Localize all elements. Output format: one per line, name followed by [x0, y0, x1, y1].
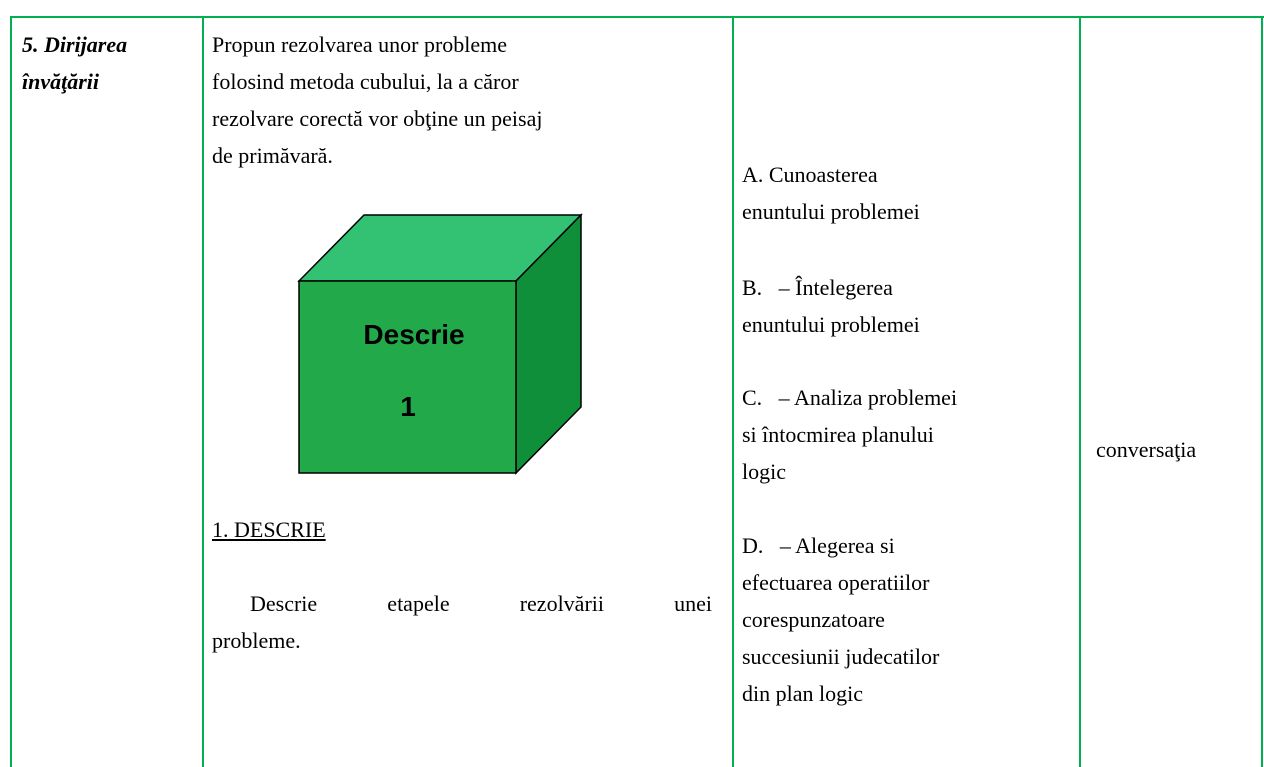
paragraph-line: Propun rezolvarea unor probleme [212, 32, 508, 57]
table-border [10, 16, 1264, 18]
step-line: C. – Analiza problemei [742, 385, 958, 410]
section-heading: 1. DESCRIE [212, 517, 326, 542]
table-border [202, 16, 204, 767]
step-line: din plan logic [742, 681, 863, 706]
step-line: si întocmirea planului [742, 422, 934, 447]
step-line: D. – Alegerea si [742, 533, 895, 558]
table-border [1079, 16, 1081, 767]
table-border [1261, 16, 1263, 767]
paragraph-line: folosind metoda cubului, la a căror [212, 69, 519, 94]
table-border [732, 16, 734, 767]
paragraph-line: rezolvare corectă vor obţine un peisaj [212, 106, 543, 131]
step-line: enuntului problemei [742, 199, 920, 224]
step-line: logic [742, 459, 786, 484]
step-line: A. Cunoasterea [742, 162, 878, 187]
stage-title: 5. Dirijarea [22, 32, 128, 57]
paragraph-line: Descrie etapele rezolvării unei [250, 591, 712, 616]
stage-title: învăţării [22, 69, 100, 94]
step-line: enuntului problemei [742, 312, 920, 337]
cube-label: Descrie [363, 319, 464, 350]
method: conversaţia [1096, 437, 1197, 462]
step-line: B. – Întelegerea [742, 275, 893, 300]
cube-label: 1 [400, 391, 416, 422]
step-line: corespunzatoare [742, 607, 885, 632]
paragraph-line: probleme. [212, 628, 301, 653]
cube-front [298, 280, 517, 474]
paragraph-line: de primăvară. [212, 143, 333, 168]
step-line: succesiunii judecatilor [742, 644, 940, 669]
table-border [10, 16, 12, 767]
step-line: efectuarea operatiilor [742, 570, 930, 595]
